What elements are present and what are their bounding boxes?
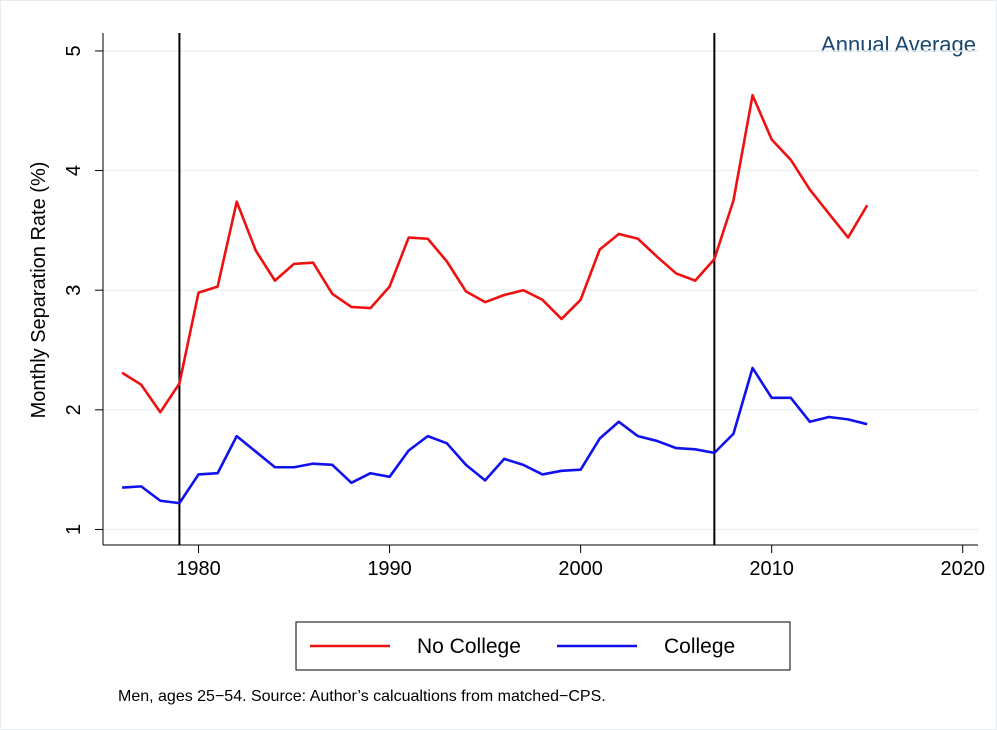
- x-tick-label: 2000: [558, 558, 603, 580]
- y-tick-label: 3: [63, 285, 85, 296]
- y-tick-label: 1: [63, 524, 85, 535]
- series-line: [122, 366, 868, 505]
- note: Men, ages 25−54. Source: Author’s calcua…: [118, 688, 606, 705]
- y-axis-title: Monthly Separation Rate (%): [28, 162, 50, 419]
- y-tick-label: 2: [63, 404, 85, 415]
- legend-label: No College: [417, 635, 521, 658]
- y-tick-label: 4: [63, 165, 85, 176]
- legend-label: College: [664, 635, 735, 658]
- series-line: [121, 93, 869, 414]
- x-tick-label: 2010: [749, 558, 794, 580]
- x-tick-label: 2020: [940, 558, 985, 580]
- annotation: Annual Average: [821, 32, 976, 57]
- y-tick-label: 5: [63, 45, 85, 56]
- x-tick-label: 1990: [367, 558, 412, 580]
- x-tick-label: 1980: [176, 558, 221, 580]
